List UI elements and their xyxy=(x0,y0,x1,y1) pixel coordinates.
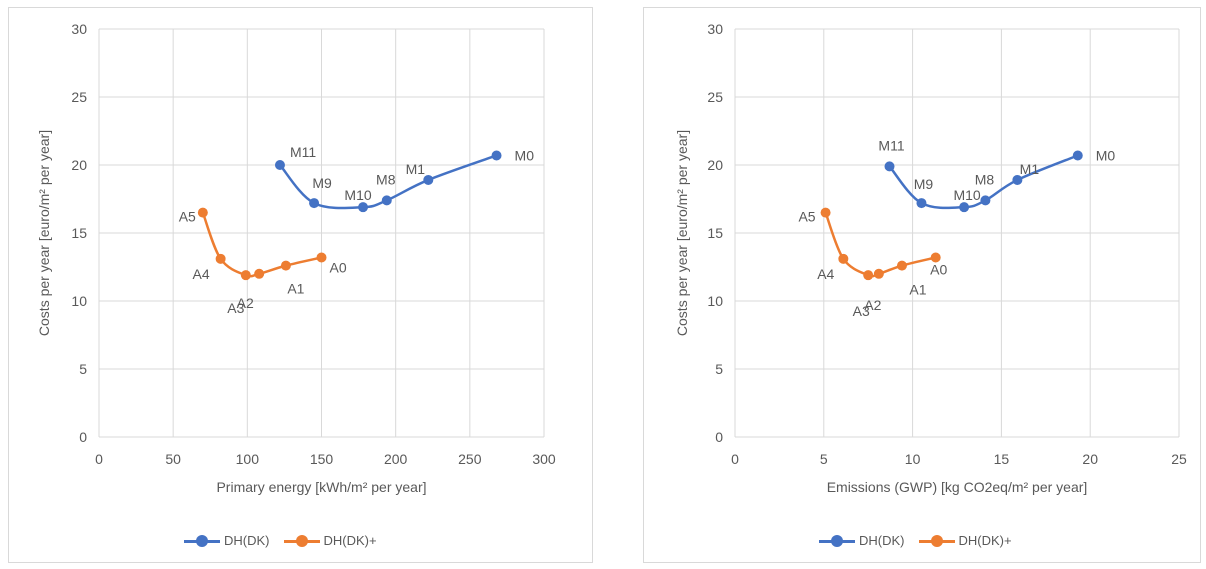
data-label-m8: M8 xyxy=(975,171,995,187)
y-axis-title: Costs per year [euro/m² per year] xyxy=(674,130,690,336)
data-point-m1 xyxy=(423,174,434,185)
y-tick-label: 10 xyxy=(707,293,723,309)
y-tick-label: 15 xyxy=(707,225,723,241)
data-point-a1 xyxy=(896,260,907,271)
data-point-a2 xyxy=(254,268,265,279)
data-label-m0: M0 xyxy=(1096,147,1116,163)
x-tick-label: 200 xyxy=(384,451,408,467)
y-tick-label: 10 xyxy=(71,293,87,309)
data-label-m1: M1 xyxy=(406,161,426,177)
series-line-2 xyxy=(201,212,322,278)
data-label-a4: A4 xyxy=(193,266,210,282)
data-label-m9: M9 xyxy=(312,175,332,191)
data-point-a0 xyxy=(316,252,327,263)
x-tick-label: 250 xyxy=(458,451,482,467)
data-point-m10 xyxy=(959,202,970,213)
data-point-m8 xyxy=(980,195,991,206)
legend-swatch-series-2 xyxy=(283,534,320,547)
data-label-a2: A2 xyxy=(864,297,881,313)
x-tick-label: 300 xyxy=(532,451,556,467)
data-label-a0: A0 xyxy=(330,259,347,275)
data-label-a1: A1 xyxy=(909,282,926,298)
y-tick-label: 25 xyxy=(71,89,87,105)
x-tick-label: 50 xyxy=(165,451,181,467)
legend-item-series-1: DH(DK) xyxy=(184,533,270,548)
data-label-m8: M8 xyxy=(376,171,396,187)
data-point-a2 xyxy=(873,268,884,279)
data-point-a3 xyxy=(240,270,251,281)
x-axis-title: Primary energy [kWh/m² per year] xyxy=(216,479,426,495)
legend-swatch-series-1 xyxy=(184,534,220,547)
x-tick-label: 10 xyxy=(905,451,921,467)
y-tick-label: 20 xyxy=(707,157,723,173)
legend-item-series-1: DH(DK) xyxy=(819,533,905,548)
data-point-m9 xyxy=(916,198,927,209)
y-tick-label: 5 xyxy=(79,361,87,377)
data-point-a4 xyxy=(215,253,226,264)
data-point-m0 xyxy=(491,150,502,161)
data-label-a5: A5 xyxy=(798,209,815,225)
data-point-a4 xyxy=(838,253,849,264)
data-label-a3: A3 xyxy=(227,300,244,316)
x-tick-label: 100 xyxy=(236,451,260,467)
y-tick-label: 0 xyxy=(715,429,723,445)
legend-label-series-2: DH(DK)+ xyxy=(958,533,1012,548)
data-point-m8 xyxy=(381,195,392,206)
x-tick-label: 25 xyxy=(1171,451,1187,467)
legend-item-series-2: DH(DK)+ xyxy=(283,533,377,548)
data-point-m9 xyxy=(309,198,320,209)
data-label-a5: A5 xyxy=(179,209,196,225)
legend-swatch-series-2 xyxy=(918,534,955,547)
data-point-m10 xyxy=(358,202,369,213)
y-tick-label: 5 xyxy=(715,361,723,377)
data-label-m10: M10 xyxy=(344,187,371,203)
y-axis-title: Costs per year [euro/m² per year] xyxy=(36,130,52,336)
data-point-m11 xyxy=(884,161,895,172)
y-tick-label: 20 xyxy=(71,157,87,173)
data-label-a0: A0 xyxy=(930,261,947,277)
data-label-m11: M11 xyxy=(878,137,904,153)
legend-swatch-series-1 xyxy=(819,534,855,547)
data-point-a5 xyxy=(820,207,831,218)
data-point-a0 xyxy=(930,252,941,263)
x-tick-label: 150 xyxy=(310,451,334,467)
data-label-m9: M9 xyxy=(914,176,934,192)
data-point-a5 xyxy=(197,207,208,218)
series-line-2 xyxy=(824,212,936,278)
chart-plot-primary-energy: 0 50 100 150 200 250 300 0 5 10 15 20 25 30 Primary en… xyxy=(36,21,556,495)
data-point-m11 xyxy=(274,160,285,170)
data-point-a3 xyxy=(863,270,874,281)
y-tick-label: 30 xyxy=(707,21,723,37)
legend: DH(DK) DH(DK)+ xyxy=(184,533,391,548)
x-tick-label: 0 xyxy=(731,451,739,467)
legend-label-series-2: DH(DK)+ xyxy=(323,533,377,548)
chart-panel-primary-energy: 0 50 100 150 200 250 300 0 5 10 15 20 25 30 Primary en… xyxy=(8,7,593,563)
x-tick-label: 20 xyxy=(1082,451,1098,467)
data-label-a2: A2 xyxy=(237,295,254,311)
data-label-a3: A3 xyxy=(853,303,870,319)
chart-plot-emissions: 0 5 10 15 20 25 0 5 10 15 20 25 30 Emissions (GWP) [k… xyxy=(674,21,1187,495)
data-point-a1 xyxy=(280,260,291,271)
data-label-m1: M1 xyxy=(1020,161,1040,177)
x-tick-label: 15 xyxy=(994,451,1010,467)
y-tick-label: 25 xyxy=(707,89,723,105)
chart-panel-emissions: 0 5 10 15 20 25 0 5 10 15 20 25 30 Emissions (GWP) [k… xyxy=(643,7,1201,563)
data-label-a1: A1 xyxy=(287,281,304,297)
data-point-m1 xyxy=(1012,174,1023,185)
legend-label-series-1: DH(DK) xyxy=(224,533,270,548)
data-label-a4: A4 xyxy=(817,266,834,282)
legend-label-series-1: DH(DK) xyxy=(859,533,905,548)
data-point-m0 xyxy=(1072,150,1083,161)
y-tick-label: 15 xyxy=(71,225,87,241)
data-label-m0: M0 xyxy=(515,147,535,163)
y-tick-label: 0 xyxy=(79,429,87,445)
x-tick-label: 0 xyxy=(95,451,103,467)
x-axis-title: Emissions (GWP) [kg CO2eq/m² per year] xyxy=(827,479,1088,495)
data-label-m11: M11 xyxy=(290,144,316,160)
x-tick-label: 5 xyxy=(820,451,828,467)
legend: DH(DK) DH(DK)+ xyxy=(819,533,1026,548)
y-tick-label: 30 xyxy=(71,21,87,37)
legend-item-series-2: DH(DK)+ xyxy=(918,533,1012,548)
data-label-m10: M10 xyxy=(953,187,980,203)
